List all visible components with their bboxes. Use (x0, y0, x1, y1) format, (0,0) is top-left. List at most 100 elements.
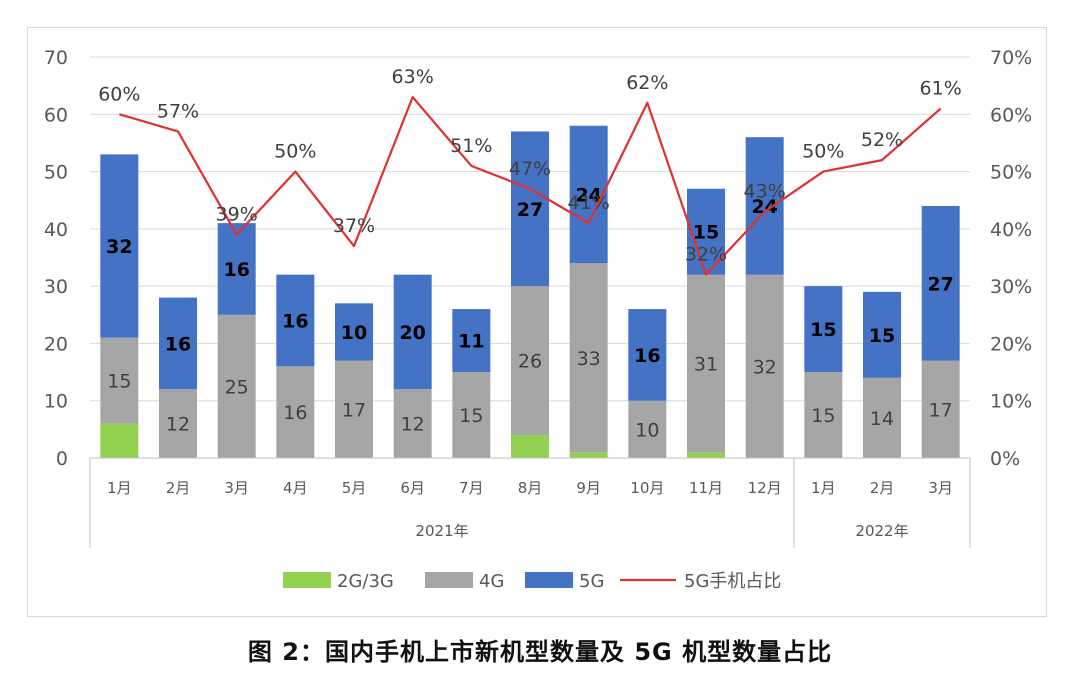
ratio-data-label: 52% (861, 129, 903, 151)
bar-4g (804, 372, 843, 458)
x-tick-label: 5月 (342, 479, 367, 497)
x-tick-label: 1月 (811, 479, 836, 497)
y-left-tick-label: 50 (44, 162, 68, 184)
data-label-5g: 16 (165, 333, 191, 355)
y-left-tick-label: 40 (44, 219, 68, 241)
bar-5g (628, 309, 667, 401)
bar-2g3g (511, 435, 549, 458)
data-label-5g: 27 (927, 273, 953, 295)
data-label-5g: 15 (810, 319, 836, 341)
ratio-data-label: 41% (568, 192, 610, 214)
y-left-tick-label: 20 (44, 333, 68, 355)
ratio-data-label: 61% (920, 78, 962, 100)
bar-5g (276, 274, 315, 367)
bar-2g3g (687, 452, 725, 458)
ratio-data-label: 47% (509, 158, 551, 180)
bar-4g (863, 377, 901, 458)
y-right-tick-label: 60% (990, 104, 1032, 126)
bar-5g (863, 291, 901, 378)
bar-2g3g (569, 452, 608, 458)
legend-label-ratio: 5G手机占比 (684, 571, 781, 592)
data-label-5g: 16 (282, 311, 308, 333)
legend-label-5g: 5G (579, 571, 604, 592)
data-label-5g: 24 (575, 184, 601, 206)
data-label-4g: 14 (870, 408, 894, 430)
data-label-4g: 12 (401, 414, 425, 436)
data-label-5g: 16 (634, 345, 660, 367)
data-label-4g: 31 (694, 353, 718, 375)
data-label-4g: 17 (929, 399, 953, 421)
x-tick-label: 6月 (400, 479, 425, 497)
data-label-5g: 15 (869, 325, 895, 347)
y-left-tick-label: 10 (44, 391, 68, 413)
data-label-5g: 24 (751, 196, 777, 218)
data-label-5g: 11 (458, 331, 484, 353)
bar-2g3g (100, 423, 139, 458)
bar-4g (628, 400, 667, 458)
bar-5g (159, 297, 197, 390)
bar-5g (745, 137, 784, 275)
bar-4g (569, 263, 608, 453)
data-label-5g: 15 (693, 222, 719, 244)
bar-5g (393, 274, 432, 390)
y-right-tick-label: 40% (990, 219, 1032, 241)
y-left-tick-label: 70 (44, 47, 68, 69)
group-label: 2021年 (415, 522, 468, 540)
bar-4g (393, 389, 432, 458)
y-right-tick-label: 0% (990, 448, 1020, 470)
legend-swatch-4g (425, 572, 473, 588)
bar-4g (100, 337, 139, 424)
y-right-tick-label: 70% (990, 47, 1032, 69)
x-tick-label: 1月 (107, 479, 132, 497)
y-left-tick-label: 30 (44, 276, 68, 298)
data-label-4g: 25 (225, 376, 249, 398)
ratio-data-label: 51% (450, 135, 492, 157)
x-tick-label: 10月 (630, 479, 664, 497)
bar-4g (217, 314, 256, 458)
data-label-4g: 15 (459, 405, 483, 427)
x-tick-label: 9月 (576, 479, 601, 497)
ratio-data-label: 62% (626, 72, 668, 94)
x-tick-label: 2月 (166, 479, 191, 497)
data-label-4g: 15 (107, 371, 131, 393)
bar-4g (452, 372, 491, 458)
bar-4g (335, 360, 373, 458)
y-right-tick-label: 50% (990, 162, 1032, 184)
bar-4g (159, 389, 197, 458)
x-tick-label: 4月 (283, 479, 308, 497)
y-right-tick-label: 30% (990, 276, 1032, 298)
ratio-line (119, 95, 942, 276)
data-label-5g: 27 (517, 199, 543, 221)
legend-label-4g: 4G (479, 571, 504, 592)
bar-5g (100, 154, 139, 338)
y-left-tick-label: 60 (44, 104, 68, 126)
bar-5g (217, 223, 256, 315)
y-right-tick-label: 20% (990, 333, 1032, 355)
bar-4g (276, 366, 315, 458)
ratio-data-label: 43% (744, 181, 786, 203)
data-label-4g: 32 (753, 356, 777, 378)
data-label-5g: 10 (341, 322, 367, 344)
bar-5g (921, 205, 960, 361)
bar-4g (745, 274, 784, 458)
ratio-data-label: 37% (333, 215, 375, 237)
data-label-4g: 15 (811, 405, 835, 427)
ratio-data-label: 63% (392, 66, 434, 88)
x-tick-label: 7月 (459, 479, 484, 497)
x-tick-label: 2月 (870, 479, 895, 497)
data-label-5g: 16 (223, 259, 249, 281)
ratio-data-label: 39% (216, 204, 258, 226)
figure-caption: 图 2：国内手机上市新机型数量及 5G 机型数量占比 (247, 638, 833, 666)
x-tick-label: 8月 (518, 479, 543, 497)
bar-5g (569, 125, 608, 264)
data-label-5g: 20 (399, 322, 425, 344)
group-label: 2022年 (855, 522, 908, 540)
ratio-data-label: 60% (98, 83, 140, 105)
data-label-4g: 33 (577, 348, 601, 370)
bar-4g (511, 286, 549, 436)
y-left-tick-label: 0 (56, 448, 68, 470)
ratio-data-label: 50% (802, 141, 844, 163)
bar-5g (452, 309, 491, 373)
bar-4g (921, 360, 960, 458)
